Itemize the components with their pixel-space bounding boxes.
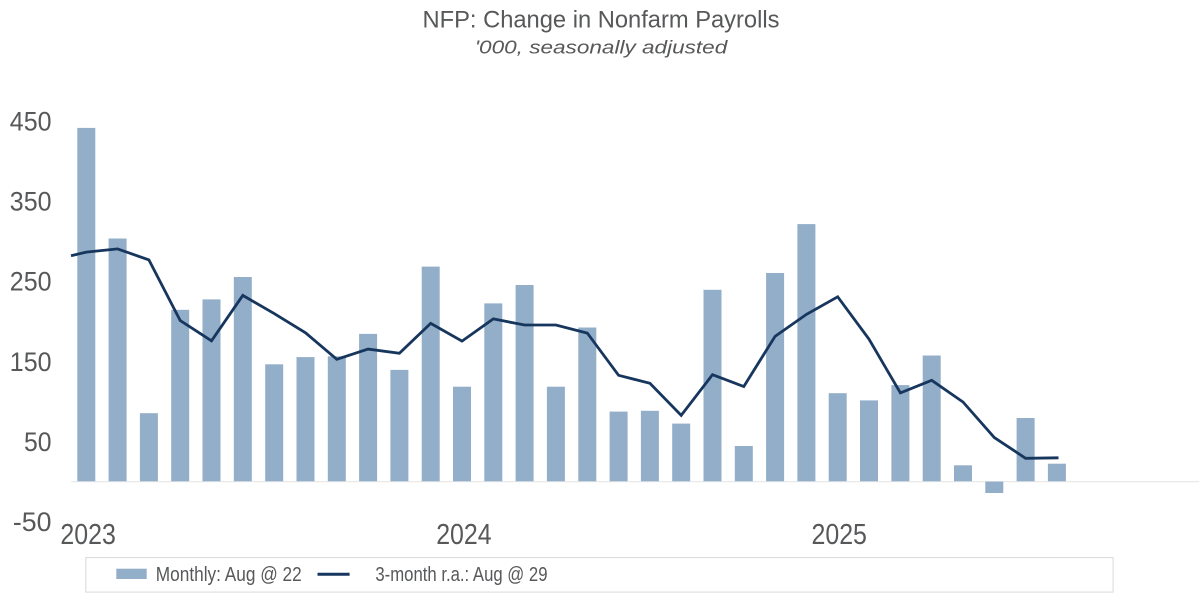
- svg-text:-50: -50: [13, 507, 52, 537]
- svg-text:250: 250: [10, 267, 52, 297]
- svg-text:150: 150: [10, 347, 52, 377]
- svg-text:Monthly: Aug @ 22: Monthly: Aug @ 22: [156, 564, 302, 586]
- svg-text:2024: 2024: [436, 519, 491, 551]
- svg-text:350: 350: [10, 187, 52, 217]
- svg-text:3-month r.a.: Aug @ 29: 3-month r.a.: Aug @ 29: [375, 564, 547, 586]
- svg-text:NFP: Change in Nonfarm Payroll: NFP: Change in Nonfarm Payrolls: [423, 7, 780, 34]
- svg-text:50: 50: [24, 427, 52, 457]
- svg-text:2025: 2025: [812, 519, 867, 551]
- svg-text:450: 450: [10, 106, 52, 136]
- svg-text:'000, seasonally adjusted: '000, seasonally adjusted: [475, 36, 728, 57]
- svg-text:2023: 2023: [60, 519, 115, 551]
